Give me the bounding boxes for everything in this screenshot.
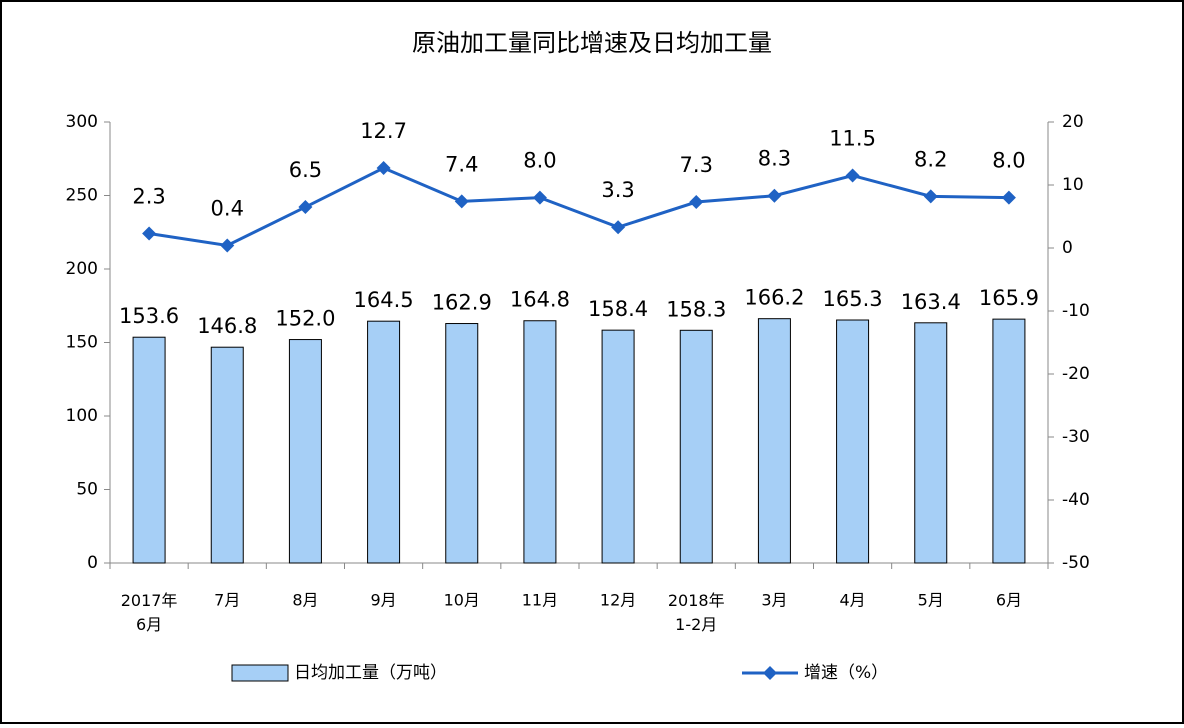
bar	[210, 346, 244, 564]
x-tick-label: 3月	[761, 591, 787, 610]
x-tick-label: 2017年 6月	[121, 591, 178, 634]
bar-value-label: 153.6	[119, 304, 179, 328]
line-value-label: 7.3	[680, 153, 713, 177]
x-tick-label: 12月	[600, 591, 636, 610]
bar	[914, 322, 948, 564]
legend-label: 日均加工量（万吨）	[294, 663, 447, 683]
chart-title: 原油加工量同比增速及日均加工量	[412, 29, 772, 57]
bar-value-label: 162.9	[432, 291, 492, 315]
y-tick-label: 150	[66, 333, 98, 353]
bar	[367, 320, 401, 564]
line-marker	[923, 189, 938, 204]
x-tick-label: 5月	[918, 591, 944, 610]
bar	[992, 318, 1026, 564]
bar	[836, 319, 870, 564]
y-tick-label: 100	[66, 406, 98, 426]
line-marker	[845, 168, 860, 183]
bar	[132, 336, 166, 564]
bar-value-label: 158.3	[666, 297, 726, 321]
line-value-label: 0.4	[211, 196, 244, 220]
line-value-label: 7.4	[445, 152, 478, 176]
line-marker	[767, 188, 782, 203]
line-marker	[689, 195, 704, 210]
x-tick-label: 10月	[444, 591, 480, 610]
bar-value-label: 164.5	[354, 288, 414, 312]
x-tick-label: 4月	[839, 591, 865, 610]
line-value-label: 3.3	[601, 178, 634, 202]
y2-tick-label: 10	[1062, 175, 1084, 195]
y2-tick-label: 0	[1062, 238, 1073, 258]
y2-tick-label: -10	[1062, 301, 1090, 321]
bar	[523, 320, 557, 564]
line-value-label: 8.0	[992, 149, 1025, 173]
y2-tick-label: 20	[1062, 112, 1084, 132]
y2-tick-label: -20	[1062, 364, 1090, 384]
bar	[601, 329, 635, 564]
bar	[757, 318, 791, 564]
line-value-label: 8.2	[914, 147, 947, 171]
x-tick-label: 6月	[996, 591, 1022, 610]
legend-label: 增速（%）	[804, 663, 888, 683]
bar-value-label: 164.8	[510, 288, 570, 312]
x-tick-label: 8月	[292, 591, 318, 610]
line-marker	[142, 226, 157, 241]
line-marker	[376, 160, 391, 175]
x-tick-label: 11月	[522, 591, 558, 610]
y2-tick-label: -40	[1062, 490, 1090, 510]
line-marker	[220, 238, 235, 253]
bar-value-label: 163.4	[901, 290, 961, 314]
line-marker	[454, 194, 469, 209]
line-value-label: 11.5	[829, 127, 876, 151]
line-marker	[532, 190, 547, 205]
line-value-label: 6.5	[289, 158, 322, 182]
bar-value-label: 146.8	[197, 314, 257, 338]
y-tick-label: 50	[76, 480, 98, 500]
y-tick-label: 0	[87, 553, 98, 573]
y2-tick-label: -50	[1062, 553, 1090, 573]
x-tick-label: 9月	[370, 591, 396, 610]
y-tick-label: 200	[66, 259, 98, 279]
bar-value-label: 152.0	[275, 307, 335, 331]
bar-value-label: 165.9	[979, 286, 1039, 310]
legend-marker	[763, 666, 777, 680]
y-tick-label: 250	[66, 186, 98, 206]
x-tick-label: 2018年 1-2月	[668, 591, 725, 634]
legend-swatch	[231, 664, 289, 682]
line-marker	[1001, 190, 1016, 205]
line-value-label: 12.7	[360, 119, 407, 143]
bar	[445, 323, 479, 564]
bar	[288, 339, 322, 564]
line-value-label: 8.0	[523, 149, 556, 173]
y-tick-label: 300	[66, 112, 98, 132]
y2-tick-label: -30	[1062, 427, 1090, 447]
bar-value-label: 158.4	[588, 297, 648, 321]
bar	[679, 329, 713, 564]
bar-value-label: 166.2	[744, 286, 804, 310]
x-tick-label: 7月	[214, 591, 240, 610]
line-marker	[298, 200, 313, 215]
line-value-label: 2.3	[132, 185, 165, 209]
bar-value-label: 165.3	[823, 287, 883, 311]
line-marker	[611, 220, 626, 235]
line	[148, 166, 1009, 248]
line-value-label: 8.3	[758, 147, 791, 171]
